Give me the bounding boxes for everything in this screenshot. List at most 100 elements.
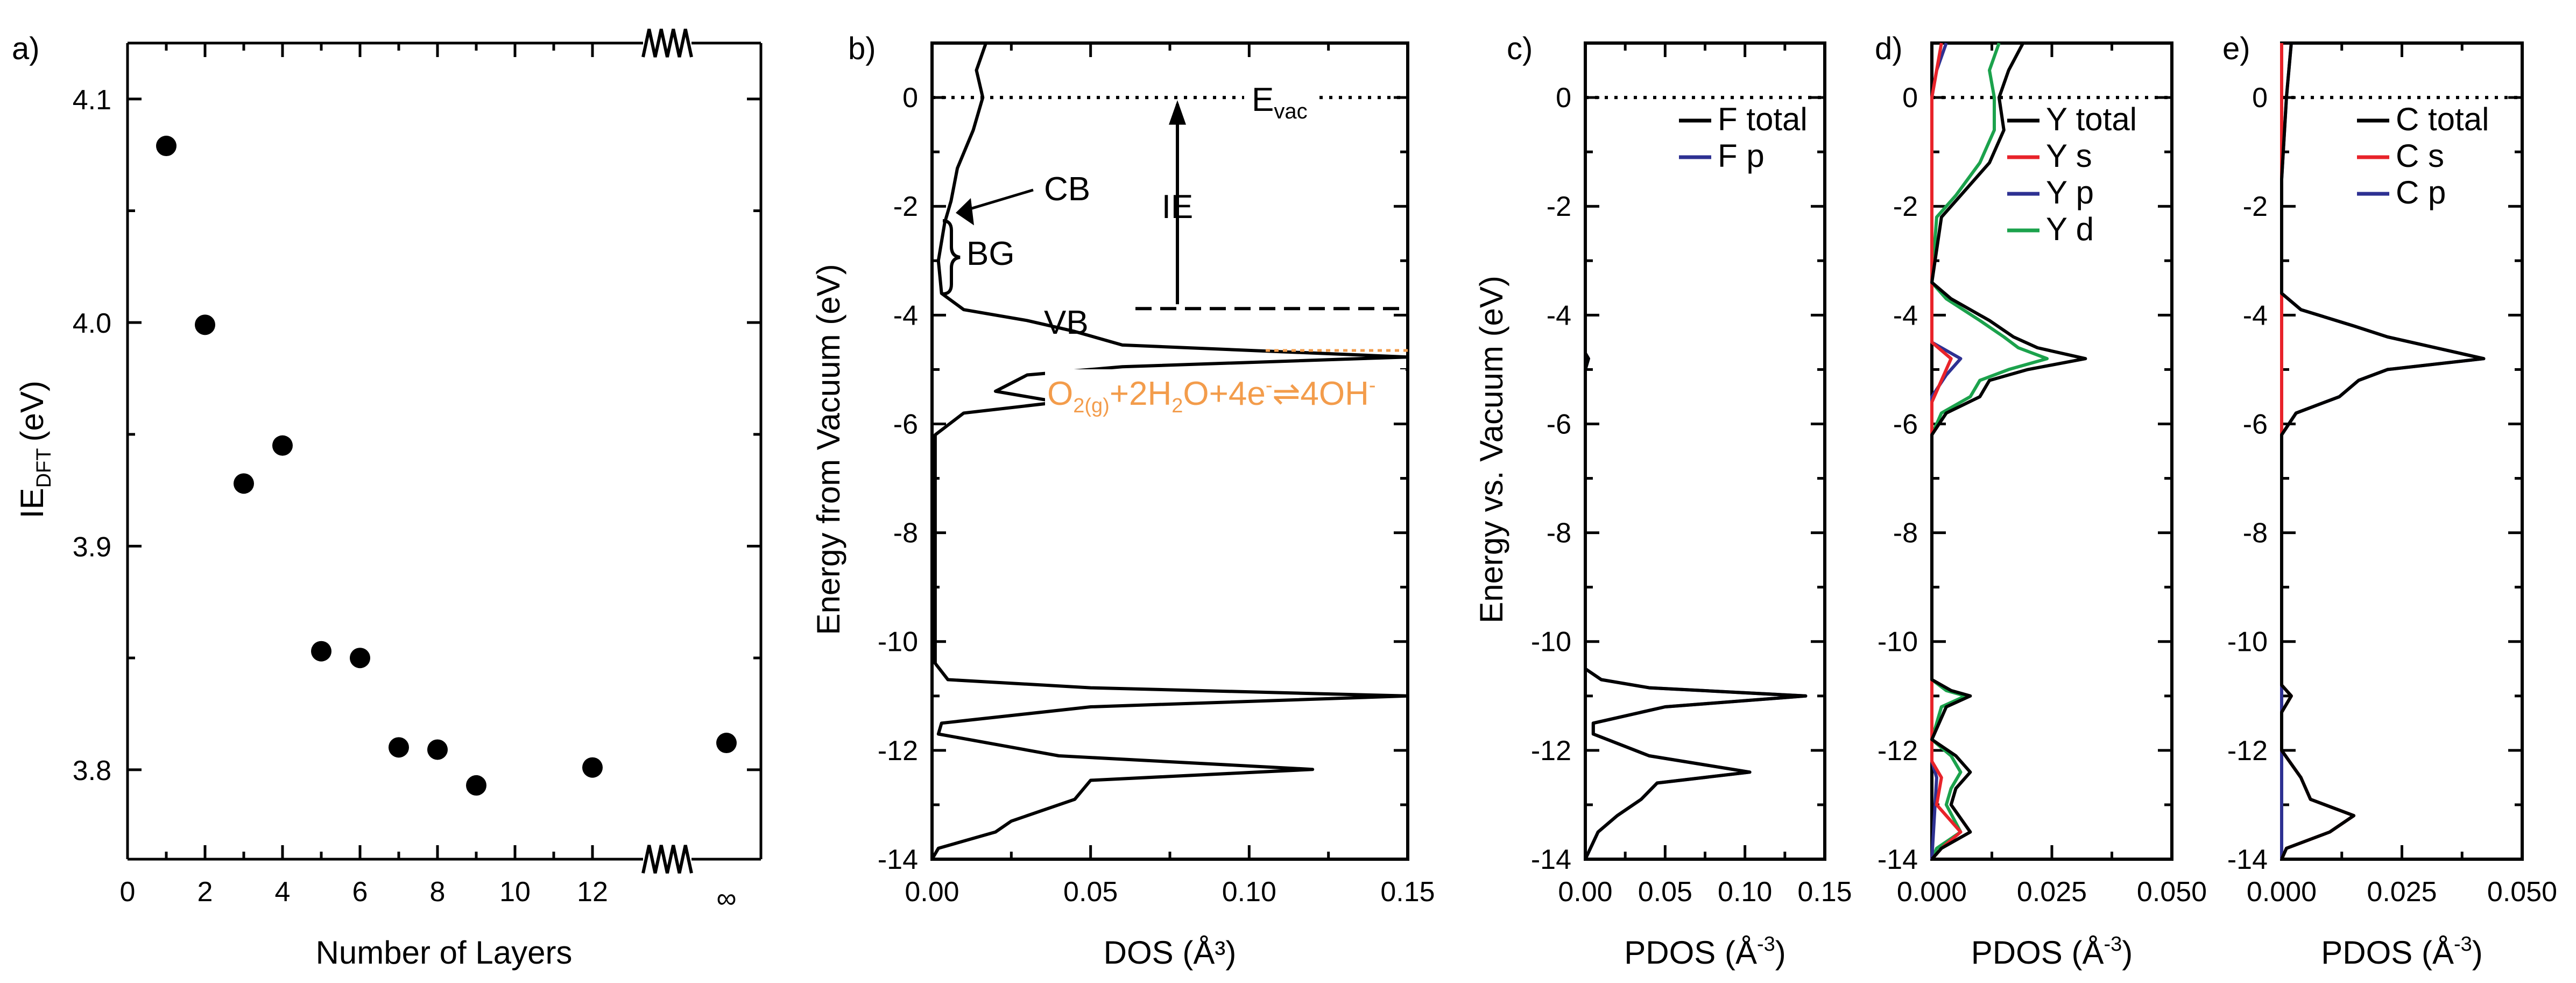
xtick-label: 0.00 xyxy=(905,876,959,908)
ytick-label: -4 xyxy=(893,300,918,331)
xlabel-main: PDOS (Å xyxy=(1971,935,2104,971)
a-data-point xyxy=(389,737,409,758)
ytick-label: -12 xyxy=(1531,735,1571,767)
legend-label: C p xyxy=(2396,174,2446,210)
series-line xyxy=(1930,43,1963,860)
ytick-label: 0 xyxy=(1902,82,1918,114)
xtick-label: 0.000 xyxy=(1897,876,1967,908)
legend-label: C s xyxy=(2396,138,2444,174)
a-x-axis-label: Number of Layers xyxy=(316,935,573,971)
cb-arrow-head xyxy=(956,198,974,226)
a-xtick-label: 2 xyxy=(197,876,213,908)
xtick-label: 0.05 xyxy=(1063,876,1118,908)
a-xtick-label: 8 xyxy=(430,876,446,908)
ytick-label: -12 xyxy=(1878,735,1918,767)
series-line xyxy=(1930,42,1963,860)
panel-label: b) xyxy=(848,31,876,66)
ytick-label: -4 xyxy=(1893,300,1918,331)
a-data-point xyxy=(311,641,331,662)
panel-label: e) xyxy=(2222,31,2250,66)
xtick-label: 0.025 xyxy=(2017,876,2087,908)
vb-label: VB xyxy=(1044,304,1089,341)
panel-a: 3.8 3.9 4.0 4.1 0 2 4 6 8 10 12 ∞ Number of Layers IE… xyxy=(12,29,763,971)
xlabel-main: PDOS (Å xyxy=(1624,935,1757,971)
cb-arrow-shaft xyxy=(960,188,1034,213)
a-ytick-label: 4.1 xyxy=(73,85,111,116)
reaction-part: 2(g) xyxy=(1073,395,1110,417)
ytick-label: -2 xyxy=(1547,191,1571,222)
reaction-label: O2(g)+2H2O+4e-⇌4OH- xyxy=(1047,374,1376,417)
panel-label: c) xyxy=(1507,31,1533,66)
ytick-label: -14 xyxy=(1531,844,1571,875)
xtick-label: 0.10 xyxy=(1718,876,1772,908)
x-axis-label: DOS (Å³) xyxy=(1104,935,1237,971)
ytick-label: -2 xyxy=(893,191,918,222)
legend-label: Y d xyxy=(2046,211,2094,247)
a-ylabel-sub: DFT xyxy=(33,448,55,488)
ie-arrow-head xyxy=(1169,100,1186,125)
reaction-part: O+4e xyxy=(1183,375,1265,412)
a-data-point xyxy=(195,314,215,335)
ytick-label: -10 xyxy=(1878,627,1918,658)
a-data-point xyxy=(582,757,603,778)
a-xtick-label: 12 xyxy=(577,876,608,908)
series-line xyxy=(930,43,1409,860)
legend-label: F total xyxy=(1718,101,1808,137)
legend-label: F p xyxy=(1718,138,1765,174)
xtick-label: 0.050 xyxy=(2137,876,2207,908)
xlabel-main: PDOS (Å xyxy=(2321,935,2454,971)
series-line xyxy=(1930,42,2049,860)
evac-label-bg xyxy=(1244,81,1314,116)
xtick-label: 0.025 xyxy=(2367,876,2437,908)
xtick-label: 0.15 xyxy=(1380,876,1435,908)
series-line xyxy=(2280,43,2486,860)
ytick-label: -12 xyxy=(878,735,918,767)
ytick-label: 0 xyxy=(1556,82,1571,114)
ytick-label: -14 xyxy=(1878,844,1918,875)
reaction-part: 2 xyxy=(1171,395,1183,417)
ytick-label: -6 xyxy=(893,409,918,440)
panel-c-frame xyxy=(1584,41,1826,861)
ytick-label: -6 xyxy=(1893,409,1918,440)
panel-d: 0 -2 -4 -6 -8 -10 -12 -140.000 0.025 0.050 Y total… xyxy=(1875,31,2207,971)
evac-sub: vac xyxy=(1274,100,1307,123)
a-ylabel-unit: (eV) xyxy=(14,381,50,441)
reaction-part: +2H xyxy=(1110,375,1171,412)
xlabel-end: ) xyxy=(1775,935,1786,971)
x-axis-label: PDOS (Å-3) xyxy=(2321,933,2483,971)
legend-label: Y s xyxy=(2046,138,2092,174)
ytick-label: -6 xyxy=(2243,409,2268,440)
panel-c: 0 -2 -4 -6 -8 -10 -12 -140.00 0.05 0.10 0.15 F tota… xyxy=(1473,31,1852,971)
ytick-label: -14 xyxy=(2227,844,2268,875)
ytick-label: -4 xyxy=(2243,300,2268,331)
ytick-label: 0 xyxy=(2252,82,2268,114)
reaction-part: - xyxy=(1266,374,1273,397)
reaction-part: O xyxy=(1047,375,1073,412)
xlabel-sup: -3 xyxy=(2454,933,2472,956)
panel-label: d) xyxy=(1875,31,1903,66)
a-xtick-label-infinity: ∞ xyxy=(716,883,736,914)
a-data-point xyxy=(272,435,293,456)
a-data-point xyxy=(156,136,177,157)
a-panel-label: a) xyxy=(12,31,40,66)
series-line xyxy=(2280,43,2486,859)
a-ytick-label: 4.0 xyxy=(73,308,111,339)
series-line xyxy=(1584,43,1808,860)
a-data-point xyxy=(466,775,486,796)
x-axis-label: PDOS (Å-3) xyxy=(1624,933,1786,971)
xlabel-sup: -3 xyxy=(2104,933,2122,956)
ytick-label: -4 xyxy=(1547,300,1571,331)
reaction-bg xyxy=(1045,369,1406,418)
a-data-point xyxy=(350,648,370,669)
a-data-point xyxy=(716,733,737,754)
cb-label: CB xyxy=(1044,171,1090,208)
legend-label: Y p xyxy=(2046,174,2094,210)
ytick-label: 0 xyxy=(902,82,918,114)
ytick-label: -10 xyxy=(1531,627,1571,658)
xtick-label: 0.00 xyxy=(1558,876,1612,908)
ytick-label: -14 xyxy=(878,844,918,875)
xlabel-text: DOS (Å³) xyxy=(1104,935,1237,971)
ytick-label: -8 xyxy=(893,518,918,549)
